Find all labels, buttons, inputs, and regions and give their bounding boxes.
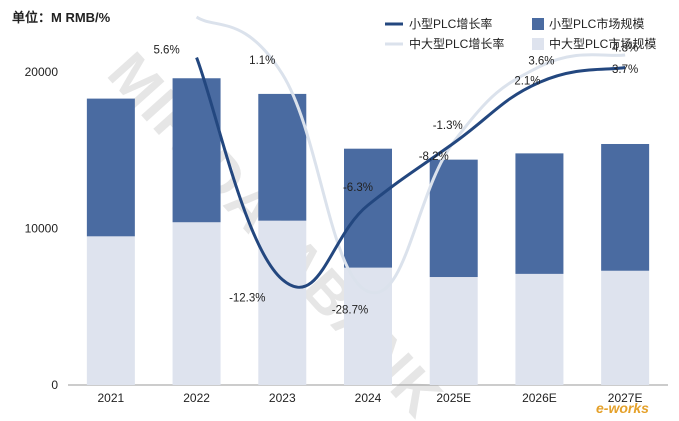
unit-label: 单位：M RMB/% (12, 10, 111, 25)
x-tick-label: 2022 (183, 391, 210, 405)
x-tick-label: 2025E (436, 391, 471, 405)
e-works-logo: e-works (596, 400, 649, 416)
svg-text:e-works: e-works (596, 400, 649, 416)
legend-label: 中大型PLC市场规模 (549, 36, 656, 51)
x-tick-label: 2023 (269, 391, 296, 405)
bar-small-plc-market (601, 143, 650, 271)
data-label-midlarge-plc-growth: 1.1% (249, 55, 275, 67)
data-label-small-plc-growth: 4.8% (612, 42, 638, 54)
data-label-midlarge-plc-growth: 8.9% (183, 0, 209, 2)
x-tick-label: 2024 (355, 391, 382, 405)
bar-small-plc-market (429, 159, 478, 278)
legend-label: 小型PLC增长率 (409, 16, 492, 31)
legend-rect-swatch (532, 38, 544, 50)
bar-midlarge-plc-market (515, 273, 564, 385)
data-label-small-plc-growth: -1.3% (433, 120, 463, 132)
data-label-small-plc-growth: -6.3% (343, 182, 373, 194)
bar-small-plc-market (86, 98, 135, 237)
bar-small-plc-market (344, 148, 392, 268)
bar-midlarge-plc-market (429, 277, 478, 385)
data-label-small-plc-growth: 5.6% (153, 45, 179, 57)
legend-label: 中大型PLC增长率 (409, 36, 504, 51)
bar-small-plc-market (515, 153, 564, 274)
x-tick-label: 2027E (608, 391, 643, 405)
bar-small-plc-market (258, 93, 307, 221)
data-labels: 5.6% 8.9% -12.3% 1.1% -6.3% -28.7% -1.3% -8.2% 3… (153, 0, 638, 317)
line-small-plc-growth (195, 57, 626, 289)
legend-rect-swatch (532, 18, 544, 30)
bar-midlarge-plc-market (344, 267, 392, 385)
bar-small-plc-market (172, 78, 221, 223)
bars (86, 78, 650, 385)
y-tick-label: 20000 (25, 65, 59, 79)
data-label-small-plc-growth: -12.3% (229, 293, 265, 305)
axes: 0 10000 20000 2021 2022 2023 2024 2025E 2026E 202… (25, 65, 668, 405)
bar-midlarge-plc-market (258, 220, 307, 385)
legend-label: 小型PLC市场规模 (549, 16, 644, 31)
data-label-midlarge-plc-growth: -28.7% (332, 305, 368, 317)
data-label-midlarge-plc-growth: 3.7% (612, 64, 638, 76)
data-label-midlarge-plc-growth: -8.2% (419, 151, 449, 163)
bar-midlarge-plc-market (172, 222, 221, 385)
x-tick-label: 2026E (522, 391, 557, 405)
bar-midlarge-plc-market (86, 236, 135, 385)
y-tick-label: 0 (51, 378, 58, 392)
y-tick-label: 10000 (25, 222, 59, 236)
bar-midlarge-plc-market (601, 270, 650, 385)
data-label-small-plc-growth: 3.6% (528, 55, 554, 67)
line-midlarge-plc-growth (195, 15, 626, 295)
data-label-midlarge-plc-growth: 2.1% (514, 76, 540, 88)
x-tick-label: 2021 (98, 391, 125, 405)
growth-lines (195, 15, 626, 295)
